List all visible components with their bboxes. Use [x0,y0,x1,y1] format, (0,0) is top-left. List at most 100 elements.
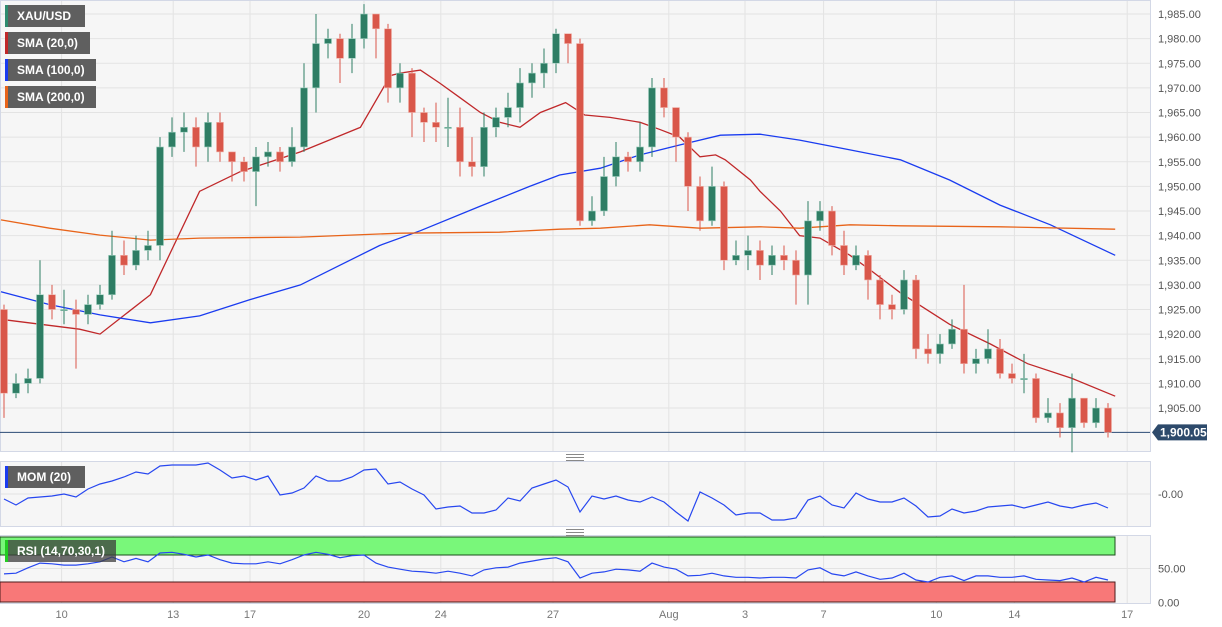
candle-bullish [168,117,176,157]
candle-body [996,348,1004,374]
candle-bullish [144,230,152,261]
candle-bullish [636,122,644,172]
candle-body [24,378,32,384]
candle-body [0,309,8,394]
candle-body [192,126,200,148]
candle-body [816,210,824,222]
candle-body [84,304,92,315]
candle-bullish [348,23,356,74]
legend-sma200-label: SMA (200,0) [17,90,85,104]
date-tick-label: Aug [659,609,679,621]
candle-bullish [108,230,116,300]
candle-bullish [852,245,860,271]
candle-bullish [552,28,560,74]
price-tick-label: 1,930.00 [1158,280,1201,292]
candle-body [228,151,236,163]
rsi-oversold-zone [0,581,1116,603]
legend-sma20[interactable]: SMA (20,0) [5,32,90,54]
legend-instrument-label: XAU/USD [17,9,72,23]
price-tick-label: 1,925.00 [1158,305,1201,317]
candle-bearish [864,250,872,300]
candle-body [840,245,848,266]
date-tick-label: 17 [1121,609,1133,621]
candle-body [300,87,308,148]
candle-bullish [948,319,956,349]
series-layer [0,69,1150,583]
candle-body [768,255,776,266]
candle-body [1008,373,1016,379]
candle-bearish [576,38,584,226]
candle-bullish [180,112,188,152]
candle-body [324,38,332,44]
candle-body [612,156,620,177]
candle-body [1092,407,1100,424]
candle-bearish [192,117,200,167]
candle-bullish [588,196,596,226]
candle-bearish [372,13,380,59]
price-tick-label: 1,960.00 [1158,132,1201,144]
candle-body [936,343,944,355]
candle-bearish [432,102,440,143]
candle-bearish [1104,403,1112,438]
candle-bearish [72,299,80,369]
candle-body [744,250,752,256]
candle-body [516,82,524,108]
legend-sma100-label: SMA (100,0) [17,63,85,77]
candle-body [60,309,68,312]
candle-body [792,259,800,276]
price-tick-label: 1,970.00 [1158,83,1201,95]
candle-body [888,304,896,310]
candle-bearish [876,275,884,320]
rsi-overbought-zone [0,536,1116,556]
legend-rsi[interactable]: RSI (14,70,30,1) [5,540,116,562]
candle-body [96,294,104,305]
candle-bullish [396,63,404,103]
legend-instrument[interactable]: XAU/USD [5,5,85,27]
price-tick-label: 1,985.00 [1158,9,1201,21]
candle-bullish [324,28,332,59]
candle-body [444,126,452,129]
candle-body [456,126,464,163]
candle-body [1056,412,1064,428]
candle-bearish [276,146,284,172]
mom-tick-label: -0.00 [1158,489,1183,501]
candle-body [708,186,716,222]
candle-body [636,146,644,163]
price-tag-background [1152,424,1207,441]
legend-sma100[interactable]: SMA (100,0) [5,59,96,81]
candle-bearish [216,112,224,162]
candle-bullish [744,235,752,271]
legend-sma200[interactable]: SMA (200,0) [5,86,96,108]
candle-bullish [300,63,308,152]
candle-bearish [756,240,764,280]
rsi-color-swatch [5,540,8,562]
candle-bullish [516,68,524,123]
candle-bearish [996,339,1004,379]
candle-body [732,255,740,261]
candle-bearish [456,107,464,177]
candle-body [72,309,80,315]
candle-bullish [24,368,32,394]
legend-mom[interactable]: MOM (20) [5,466,85,488]
price-tick-label: 1,905.00 [1158,403,1201,415]
candle-bullish [648,78,656,157]
candle-body [108,255,116,296]
candle-bearish [960,284,968,374]
candle-bullish [156,137,164,261]
candle-bearish [684,132,692,211]
candle-bullish [360,4,368,49]
date-tick-label: 17 [244,609,256,621]
candle-bullish [708,166,716,226]
candle-body [372,13,380,30]
candle-body [468,161,476,167]
candle-bearish [780,245,788,271]
candle-body [960,328,968,364]
panel-resize-handle-rsi[interactable] [566,529,584,536]
candle-body [180,126,188,133]
panel-resize-handle-mom[interactable] [566,454,584,461]
price-tick-label: 1,910.00 [1158,378,1201,390]
axis-labels: 1,985.00 1,980.00 1,975.00 1,970.00 1,965.00… [55,9,1200,621]
candle-body [396,72,404,89]
last-price-tag: 1,900.05 [1152,424,1207,441]
